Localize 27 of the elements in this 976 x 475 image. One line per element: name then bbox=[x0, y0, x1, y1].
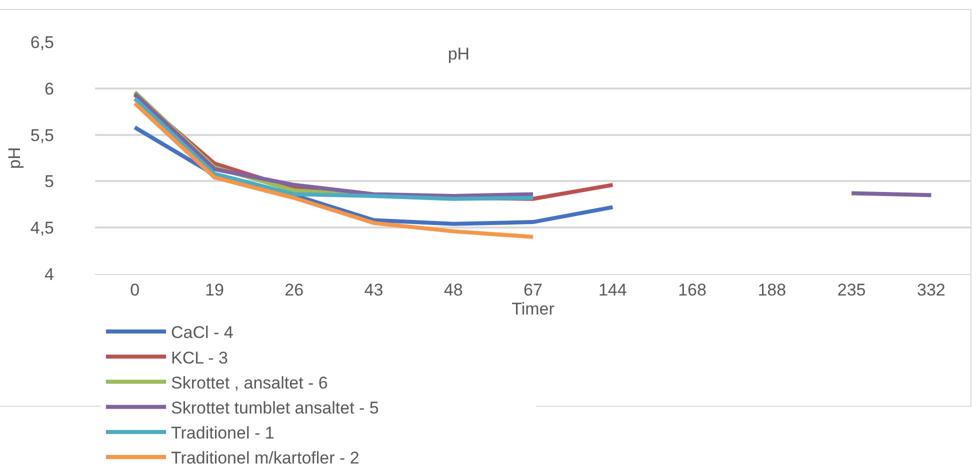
legend-label: Skrottet , ansaltet - 6 bbox=[171, 373, 328, 392]
x-tick-label: 188 bbox=[758, 280, 786, 300]
y-tick-label: 4 bbox=[44, 264, 54, 284]
x-tick-label: 43 bbox=[364, 280, 384, 300]
y-tick-label: 4,5 bbox=[30, 218, 54, 238]
x-axis-title: Timer bbox=[512, 299, 555, 318]
y-axis-title: pH bbox=[4, 147, 24, 169]
x-tick-label: 48 bbox=[444, 280, 463, 300]
y-tick-label: 5,5 bbox=[30, 126, 54, 145]
x-tick-label: 26 bbox=[284, 280, 304, 300]
x-tick-label: 168 bbox=[678, 280, 706, 300]
y-tick-label: 6,5 bbox=[30, 32, 54, 52]
legend-label: Traditionel - 1 bbox=[171, 424, 274, 443]
x-tick-label: 235 bbox=[837, 280, 866, 300]
y-tick-label: 6 bbox=[44, 79, 54, 98]
x-tick-label: 144 bbox=[598, 280, 627, 300]
legend-label: Traditionel m/kartofler - 2 bbox=[171, 448, 360, 468]
legend-label: KCL - 3 bbox=[171, 348, 228, 368]
legend-label: Skrottet tumblet ansaltet - 5 bbox=[171, 398, 379, 418]
x-tick-label: 19 bbox=[204, 280, 224, 300]
legend-label: CaCl - 4 bbox=[171, 323, 234, 342]
x-tick-label: 67 bbox=[524, 280, 542, 300]
line-series bbox=[132, 101, 535, 239]
x-tick-label: 332 bbox=[916, 280, 946, 300]
y-tick-label: 5 bbox=[44, 172, 54, 192]
x-tick-label: 0 bbox=[130, 280, 140, 300]
chart-title: pH bbox=[448, 44, 470, 64]
